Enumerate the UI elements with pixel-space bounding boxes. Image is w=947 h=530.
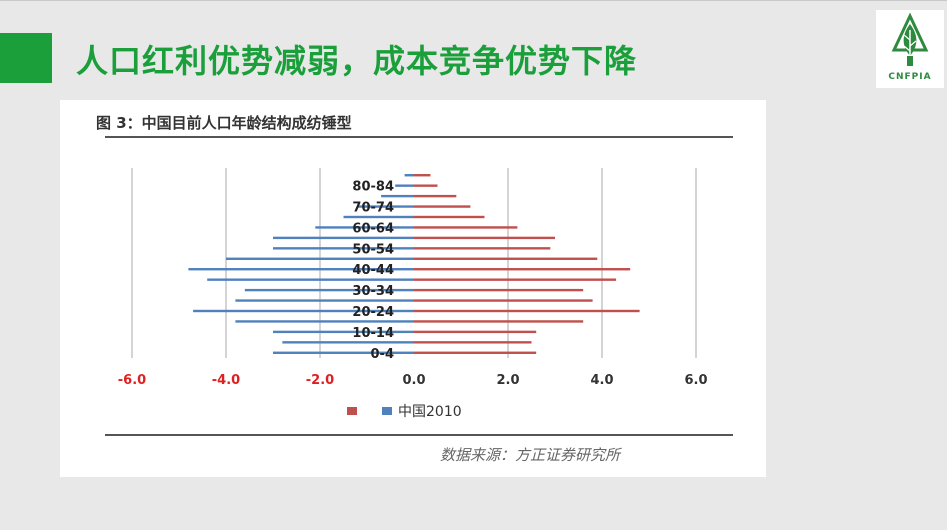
bar-right-65-69 (414, 215, 485, 219)
x-tick-label: 4.0 (590, 373, 613, 388)
bar-right-0-4 (414, 351, 537, 354)
bar-left-25-29 (235, 299, 414, 302)
bar-right-55-59 (414, 236, 555, 240)
category-label: 40-44 (352, 263, 394, 278)
category-label: 30-34 (352, 284, 394, 299)
top-divider (0, 0, 947, 1)
cnfpia-logo: CNFPIA (876, 10, 944, 88)
bar-left-20-24 (193, 309, 414, 313)
bar-left-60-64 (315, 226, 414, 229)
x-tick-label: -6.0 (118, 373, 146, 388)
legend-swatch-red (347, 407, 357, 415)
bar-left-80-84 (395, 184, 414, 187)
category-label: 60-64 (352, 221, 394, 236)
chart-panel: 图 3：中国目前人口年龄结构成纺锤型 80-84 70-74 60-64 50-54 4… (60, 100, 766, 477)
figure-title: 图 3：中国目前人口年龄结构成纺锤型 (96, 114, 352, 132)
x-tick-label: 6.0 (684, 373, 707, 388)
bar-right-50-54 (414, 247, 551, 250)
bar-right-5-9 (414, 341, 532, 344)
legend-label: 中国2010 (398, 404, 462, 420)
bar-left-75-79 (381, 194, 414, 198)
bar-right-30-34 (414, 288, 584, 292)
bar-right-80-84 (414, 184, 438, 187)
logo-text: CNFPIA (888, 72, 932, 82)
figure-top-rule (105, 136, 733, 138)
x-tick-label: -2.0 (306, 373, 334, 388)
x-tick-label: 2.0 (496, 373, 519, 388)
bar-left-85+ (404, 174, 414, 177)
category-label: 80-84 (352, 180, 394, 195)
legend-swatch-blue (382, 407, 392, 415)
figure-source: 数据来源：方正证券研究所 (440, 446, 621, 464)
bar-left-5-9 (282, 341, 414, 344)
bar-right-70-74 (414, 205, 471, 208)
bar-left-15-19 (235, 320, 414, 323)
bar-left-70-74 (357, 205, 414, 208)
x-tick-label: -4.0 (212, 373, 240, 388)
category-label: 0-4 (371, 347, 395, 362)
bar-left-40-44 (188, 268, 414, 271)
bar-left-45-49 (226, 257, 414, 260)
tree-leaf-icon (891, 12, 929, 66)
bar-left-30-34 (244, 288, 414, 292)
bar-right-15-19 (414, 320, 584, 323)
bar-left-65-69 (343, 215, 414, 219)
category-label: 10-14 (352, 326, 394, 341)
bar-left-10-14 (273, 330, 414, 334)
population-pyramid-chart: 80-84 70-74 60-64 50-54 40-44 30-34 20-24 10-14… (118, 168, 708, 420)
category-label: 20-24 (352, 305, 394, 320)
category-label: 70-74 (352, 201, 394, 216)
bar-left-50-54 (273, 247, 414, 250)
bar-left-0-4 (273, 351, 414, 354)
bar-right-35-39 (414, 278, 617, 281)
bar-right-85+ (414, 174, 431, 177)
bar-right-25-29 (414, 299, 593, 302)
bar-right-20-24 (414, 309, 640, 313)
category-label: 50-54 (352, 242, 394, 257)
bar-right-60-64 (414, 226, 518, 229)
slide-title: 人口红利优势减弱，成本竞争优势下降 (76, 42, 638, 80)
title-accent-block (0, 33, 52, 83)
x-tick-label: 0.0 (402, 373, 425, 388)
bar-right-75-79 (414, 194, 457, 198)
bar-left-55-59 (273, 236, 414, 240)
bar-left-35-39 (207, 278, 414, 281)
bar-right-45-49 (414, 257, 598, 260)
figure-bottom-rule (105, 434, 733, 436)
bar-right-40-44 (414, 268, 631, 271)
bar-right-10-14 (414, 330, 537, 334)
